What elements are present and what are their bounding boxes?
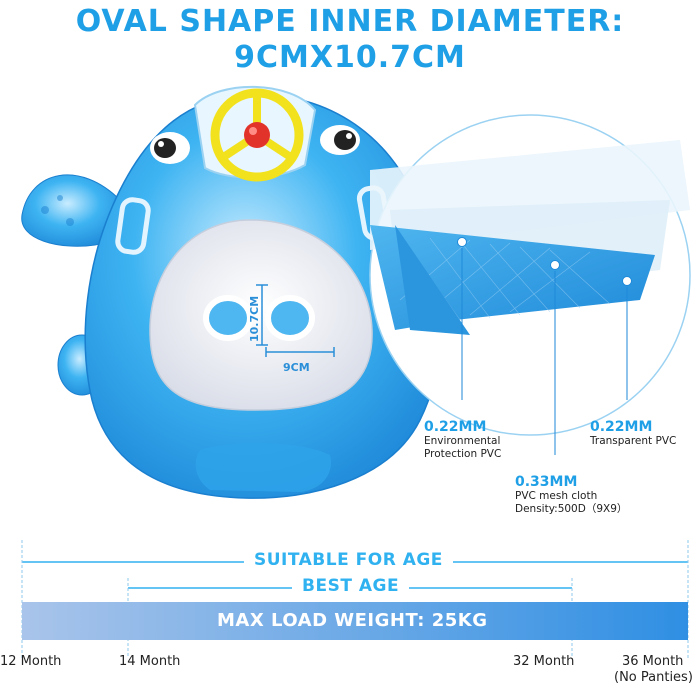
- layer-desc-line: Density:500D（9X9）: [515, 503, 628, 515]
- age-chart: SUITABLE FOR AGE BEST AGE MAX LOAD WEIGH…: [0, 530, 700, 700]
- left-handle: [115, 197, 151, 255]
- max-load-bar: MAX LOAD WEIGHT: 25KG: [22, 602, 688, 640]
- inner-measure-lines: [256, 284, 335, 357]
- inner-measure-width: 9CM: [283, 361, 310, 374]
- title-line-1: OVAL SHAPE INNER DIAMETER:: [75, 4, 625, 39]
- seat: [149, 219, 373, 411]
- month-label-36: 36 Month: [622, 654, 684, 669]
- leg-hole-left: [203, 295, 253, 341]
- inner-measure-height: 10.7CM: [248, 296, 261, 342]
- left-fin: [21, 174, 125, 247]
- layer-desc-line: Protection PVC: [424, 448, 502, 460]
- leg-hole-right: [265, 295, 315, 341]
- layer-thickness: 0.33MM: [515, 474, 578, 490]
- right-eye: [320, 125, 360, 155]
- month-note-36: (No Panties): [614, 670, 693, 685]
- month-label-12: 12 Month: [0, 654, 62, 669]
- layer-callout-mesh: 0.33MM PVC mesh cloth Density:500D（9X9）: [515, 474, 627, 516]
- max-load-label: MAX LOAD WEIGHT: 25KG: [217, 610, 488, 631]
- layer-desc-line: Environmental: [424, 435, 501, 447]
- month-label-14: 14 Month: [119, 654, 181, 669]
- best-age-label: BEST AGE: [292, 576, 410, 596]
- layer-callout-environmental: 0.22MM Environmental Protection PVC: [424, 419, 501, 461]
- month-label-32: 32 Month: [513, 654, 575, 669]
- layer-desc-line: Transparent PVC: [590, 435, 677, 447]
- suitable-age-label: SUITABLE FOR AGE: [244, 550, 453, 570]
- layer-desc-line: PVC mesh cloth: [515, 490, 598, 502]
- magnifier-circle: [369, 114, 691, 436]
- left-eye: [150, 132, 190, 164]
- layer-thickness: 0.22MM: [424, 419, 487, 435]
- layer-thickness: 0.22MM: [590, 419, 653, 435]
- layer-callout-transparent: 0.22MM Transparent PVC: [590, 419, 676, 448]
- steering-wheel-icon: [210, 88, 304, 182]
- float-illustration: 10.7CM 9CM: [21, 85, 691, 499]
- title-line-2: 9CMX10.7CM: [234, 40, 466, 75]
